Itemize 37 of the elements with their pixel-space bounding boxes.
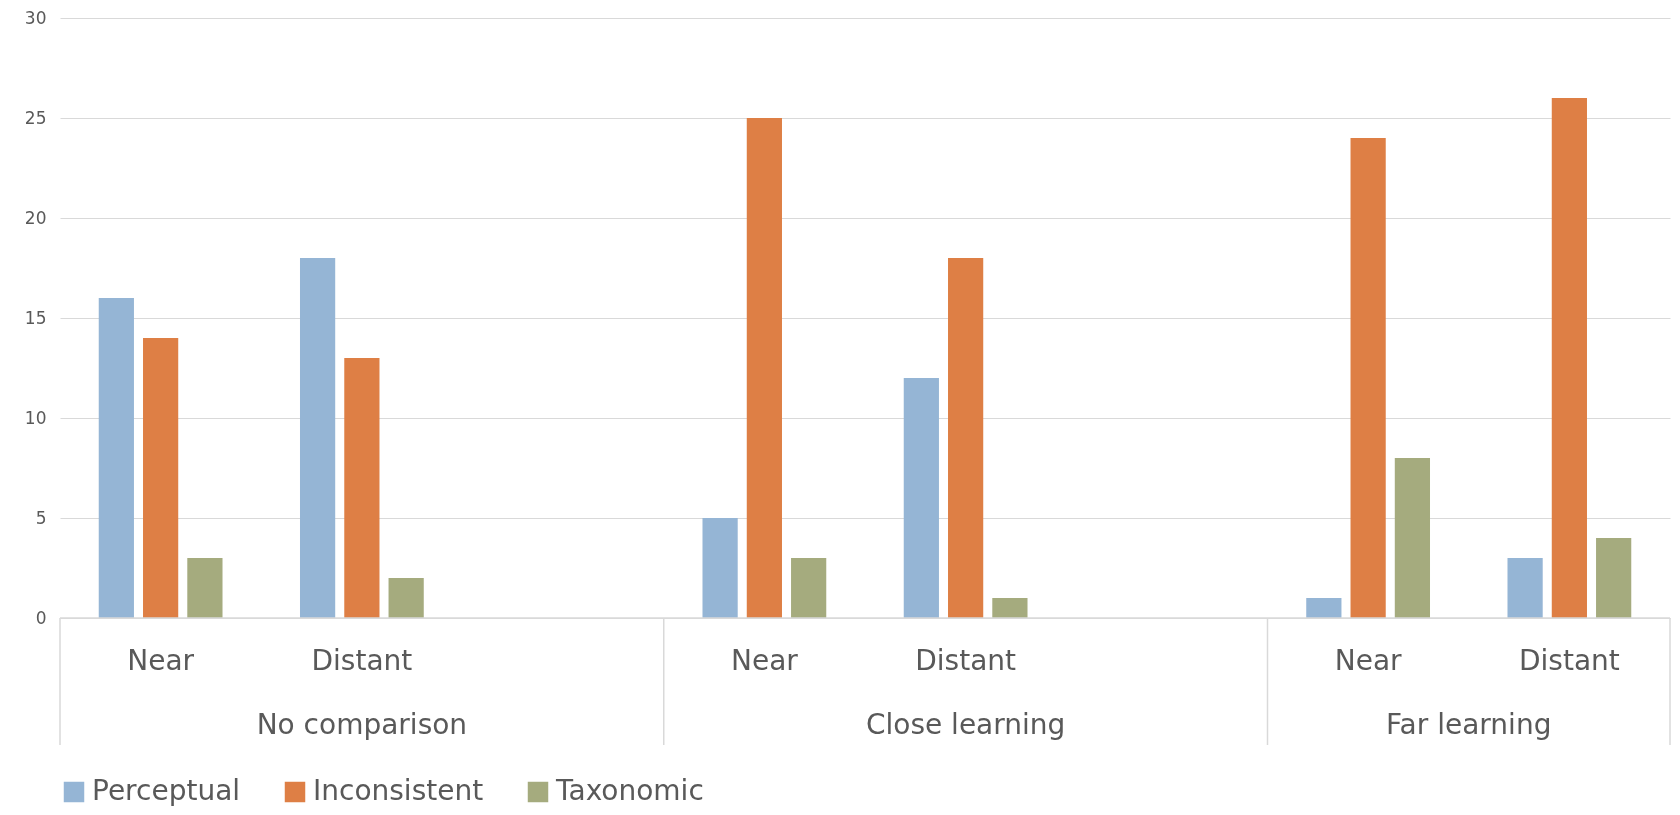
y-tick-label: 25 bbox=[24, 107, 47, 128]
x-tick-label: Distant bbox=[915, 644, 1017, 677]
legend-label: Taxonomic bbox=[555, 774, 704, 807]
bar bbox=[1350, 138, 1386, 618]
text: Close learning bbox=[865, 708, 1066, 741]
bar bbox=[143, 338, 179, 618]
bar bbox=[746, 118, 782, 618]
bar bbox=[344, 358, 380, 618]
x-tick-label: Distant bbox=[311, 644, 413, 677]
bar bbox=[948, 258, 984, 618]
bar bbox=[98, 298, 134, 618]
x-tick-label: Near bbox=[1334, 644, 1403, 677]
bar bbox=[388, 578, 424, 618]
bar bbox=[1394, 458, 1431, 618]
bar bbox=[903, 378, 939, 618]
bar bbox=[1507, 558, 1543, 618]
bar bbox=[992, 598, 1028, 618]
x-tick-label: Distant bbox=[1518, 644, 1620, 677]
x-tick-label: Near bbox=[127, 644, 195, 677]
y-tick-label: 15 bbox=[24, 307, 47, 328]
bar bbox=[1551, 98, 1587, 618]
bar bbox=[702, 518, 738, 618]
bar bbox=[1596, 538, 1632, 618]
bar bbox=[187, 558, 223, 618]
legend-label: Perceptual bbox=[92, 774, 241, 807]
y-tick-label: 30 bbox=[24, 7, 47, 28]
bar bbox=[299, 258, 336, 618]
y-tick-label: 0 bbox=[35, 607, 47, 628]
x-tick-label: Near bbox=[730, 644, 799, 677]
text: Far learning bbox=[1386, 708, 1552, 741]
legend-label: Inconsistent bbox=[313, 774, 484, 807]
y-tick-label: 10 bbox=[24, 407, 47, 428]
text: No comparison bbox=[256, 708, 468, 741]
bar bbox=[1306, 598, 1342, 618]
bar bbox=[791, 558, 827, 618]
y-tick-label: 20 bbox=[24, 207, 47, 228]
y-tick-label: 5 bbox=[35, 507, 47, 528]
